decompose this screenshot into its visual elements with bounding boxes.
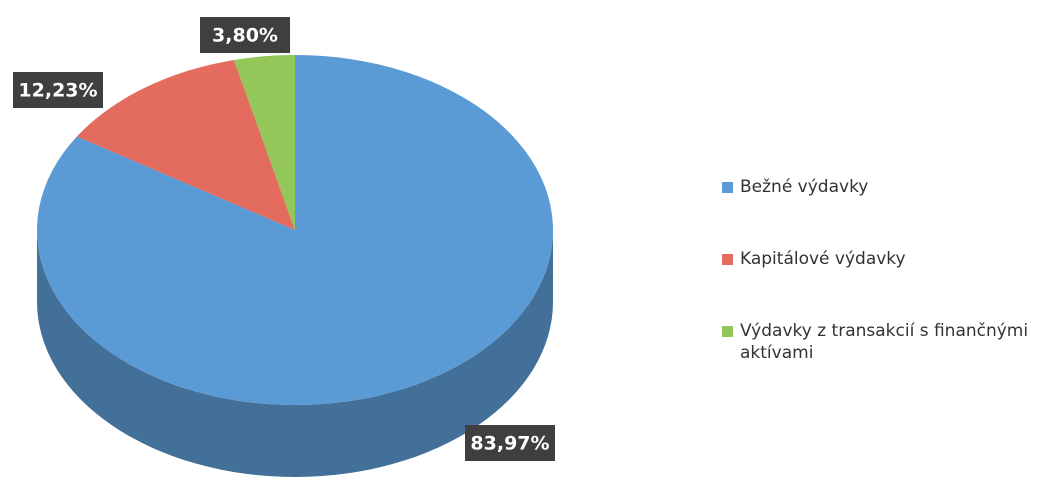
data-label-box [200, 17, 290, 53]
data-label-box [13, 72, 103, 108]
legend-item: Bežné výdavky [722, 176, 1062, 198]
legend-item: Kapitálové výdavky [722, 248, 1062, 270]
legend-swatch [722, 182, 733, 193]
pie-slice [233, 55, 295, 230]
legend-item: Výdavky z transakcií s finančnými aktíva… [722, 320, 1062, 364]
legend-label: Výdavky z transakcií s finančnými aktíva… [740, 321, 1029, 363]
data-label: 83,97% [465, 425, 555, 461]
legend-swatch [722, 254, 733, 265]
legend-label: Kapitálové výdavky [740, 249, 906, 269]
data-label-text: 12,23% [18, 80, 97, 102]
legend-label: Bežné výdavky [740, 177, 869, 197]
data-label-text: 3,80% [212, 25, 278, 47]
pie-slice [76, 59, 295, 230]
data-label-box [465, 425, 555, 461]
data-label: 3,80% [200, 17, 290, 53]
legend: Bežné výdavky Kapitálové výdavky Výdavky z… [722, 176, 1062, 414]
data-label-text: 83,97% [470, 433, 549, 455]
pie-side [37, 230, 553, 477]
data-label: 12,23% [13, 72, 103, 108]
legend-swatch [722, 326, 733, 337]
